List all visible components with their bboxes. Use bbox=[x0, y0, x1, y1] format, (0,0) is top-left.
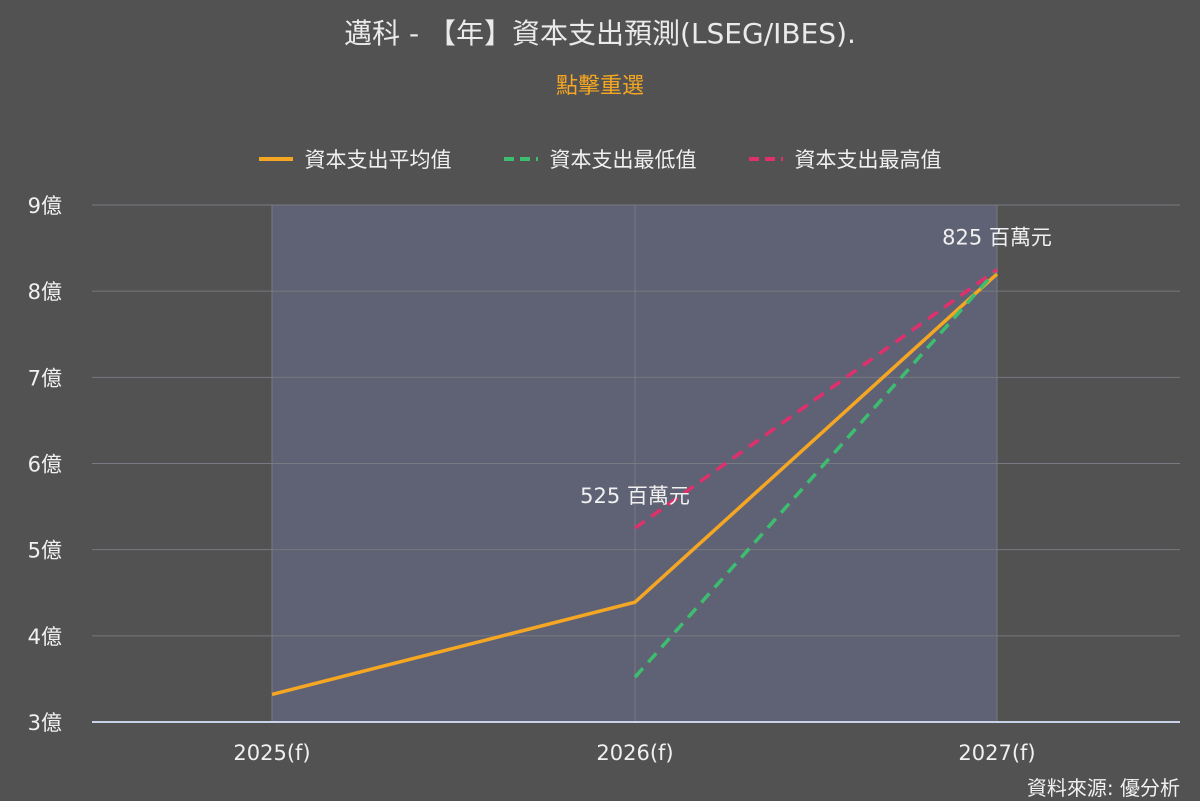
legend-item-average[interactable]: 資本支出平均值 bbox=[258, 144, 452, 174]
y-tick-label: 4億 bbox=[28, 625, 62, 649]
data-label: 825 百萬元 bbox=[942, 226, 1052, 250]
chart-title: 邁科 - 【年】資本支出預測(LSEG/IBES). bbox=[344, 17, 856, 50]
legend-swatch-high bbox=[748, 157, 783, 161]
legend-item-high[interactable]: 資本支出最高值 bbox=[748, 144, 942, 174]
x-tick-label: 2027(f) bbox=[958, 741, 1035, 765]
series-high-line[interactable] bbox=[633, 268, 999, 530]
legend-swatch-average bbox=[258, 157, 293, 161]
x-tick-label: 2026(f) bbox=[596, 741, 673, 765]
legend-item-low[interactable]: 資本支出最低值 bbox=[503, 144, 697, 174]
data-label: 525 百萬元 bbox=[580, 484, 690, 508]
series-low-line[interactable] bbox=[633, 268, 999, 679]
y-tick-label: 5億 bbox=[28, 539, 62, 563]
x-tick-label: 2025(f) bbox=[233, 741, 310, 765]
legend-label-average: 資本支出平均值 bbox=[304, 148, 452, 172]
legend-swatch-low bbox=[503, 157, 538, 161]
legend-label-low: 資本支出最低值 bbox=[549, 148, 697, 172]
reselect-link[interactable]: 點擊重選 bbox=[555, 74, 644, 99]
data-source-note: 資料來源: 優分析 bbox=[1026, 776, 1180, 800]
legend-label-high: 資本支出最高值 bbox=[794, 148, 942, 172]
y-tick-label: 7億 bbox=[28, 366, 62, 390]
y-tick-label: 9億 bbox=[28, 194, 62, 218]
series-average-line[interactable] bbox=[271, 272, 999, 697]
y-tick-label: 3億 bbox=[28, 711, 62, 735]
y-tick-label: 8億 bbox=[28, 280, 62, 304]
legend: 資本支出平均值 資本支出最低值 資本支出最高值 bbox=[0, 144, 1200, 174]
y-tick-label: 6億 bbox=[28, 453, 62, 477]
